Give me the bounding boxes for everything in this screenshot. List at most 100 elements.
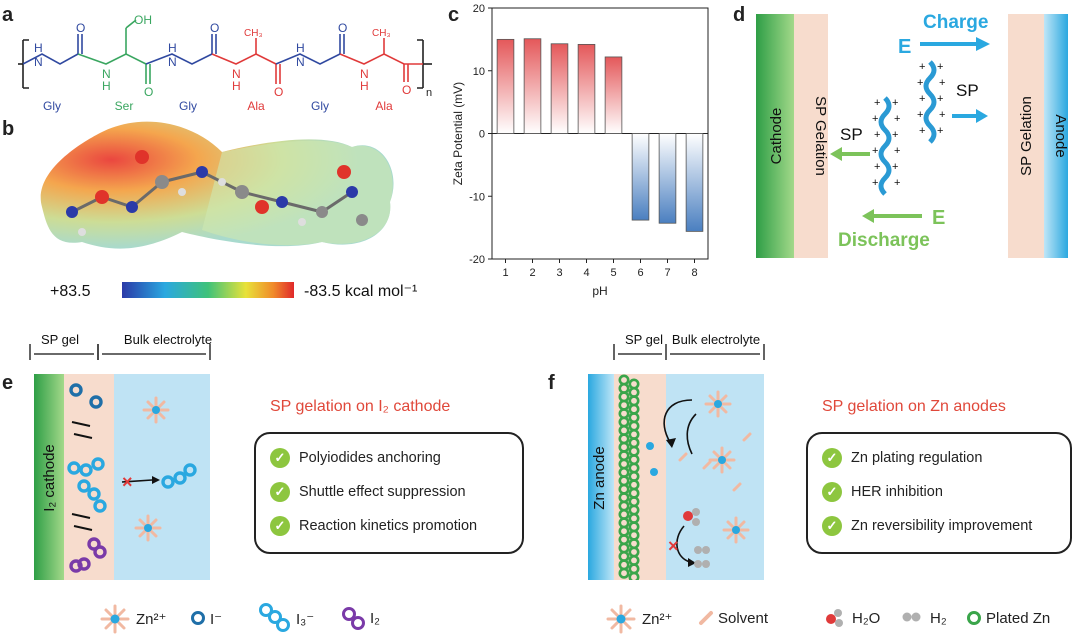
check-icon: ✓ <box>822 482 842 502</box>
i2-cathode-schematic: SP gel Bulk electrolyte I₂ cathode × <box>29 332 212 580</box>
zeta-bar <box>523 38 542 134</box>
gelation-layer-left <box>794 14 828 258</box>
svg-text:+: + <box>892 129 898 141</box>
svg-text:+: + <box>872 113 878 125</box>
legend-iodine-label: I₂ <box>370 610 380 627</box>
gelation-label-left: SP Gelation <box>812 96 829 176</box>
e-field-label-bottom: E <box>932 207 945 229</box>
i2-cathode-electrode <box>34 374 64 580</box>
svg-text:N: N <box>102 67 111 81</box>
benefit-item: ✓ Polyiodides anchoring <box>270 448 441 468</box>
zn-ion-icon <box>134 514 162 542</box>
esp-surface-map: +83.5 -83.5 kcal mol⁻¹ <box>40 121 417 300</box>
panel-label-a: a <box>2 4 14 26</box>
benefit-item: ✓ Zn plating regulation <box>822 448 982 468</box>
panel-f-benefits-box: ✓ Zn plating regulation ✓ HER inhibition ✓… <box>806 432 1072 554</box>
svg-text:N: N <box>34 55 43 69</box>
svg-text:CH₃: CH₃ <box>244 28 263 39</box>
svg-text:+: + <box>874 129 880 141</box>
svg-text:N: N <box>296 55 305 69</box>
svg-text:CH₃: CH₃ <box>372 28 391 39</box>
svg-text:N: N <box>168 55 177 69</box>
zn-ion-icon <box>708 446 736 474</box>
legend-solvent-label: Solvent <box>718 610 769 627</box>
svg-text:O: O <box>76 21 85 35</box>
zn-ion-icon <box>142 396 170 424</box>
panel-label-b: b <box>2 118 15 140</box>
zeta-bar <box>631 133 650 221</box>
benefit-text: Polyiodides anchoring <box>299 450 441 466</box>
svg-text:+: + <box>894 177 900 189</box>
anode-electrode <box>1044 14 1068 258</box>
sp-gel-label: SP gel <box>625 332 663 347</box>
benefit-item: ✓ Zn reversibility improvement <box>822 516 1032 536</box>
legend-hydrogen-label: H₂ <box>930 610 947 627</box>
check-icon: ✓ <box>270 448 290 468</box>
triiodide-icon <box>259 603 290 632</box>
cathode-electrode <box>756 14 794 258</box>
zeta-bar <box>658 133 677 224</box>
panel-label-e: e <box>2 372 14 394</box>
arrow-right-icon <box>976 37 990 51</box>
svg-text:+: + <box>872 145 878 157</box>
plated-zn-icon <box>967 611 981 625</box>
gelation-label-right: SP Gelation <box>1018 96 1035 176</box>
y-tick-label: 10 <box>473 66 485 78</box>
scale-min-label: -83.5 kcal mol⁻¹ <box>304 283 417 300</box>
oh-label: OH <box>134 13 152 27</box>
scale-max-label: +83.5 <box>50 283 91 300</box>
x-tick-label: 1 <box>502 267 508 279</box>
arrow-right-icon <box>976 109 988 123</box>
blocked-x-icon: × <box>122 472 133 492</box>
x-tick-label: 7 <box>664 267 670 279</box>
y-tick-label: -10 <box>469 191 485 203</box>
benefit-text: Zn reversibility improvement <box>851 518 1033 534</box>
svg-text:O: O <box>144 85 153 99</box>
panel-label-c: c <box>448 4 460 26</box>
sp-chain-left <box>878 96 892 196</box>
svg-text:+: + <box>917 77 923 89</box>
legend-triiodide-label: I₃⁻ <box>296 611 315 628</box>
x-tick-label: 5 <box>610 267 616 279</box>
zn-ion-icon <box>606 604 636 634</box>
svg-text:H: H <box>168 41 177 55</box>
panel-e-benefits-box: ✓ Polyiodides anchoring ✓ Shuttle effect s… <box>254 432 524 554</box>
svg-text:+: + <box>937 125 943 137</box>
sp-chain-right <box>923 60 937 144</box>
svg-text:O: O <box>402 83 411 97</box>
y-tick-label: 20 <box>473 3 485 15</box>
svg-text:+: + <box>939 109 945 121</box>
x-tick-label: 4 <box>583 267 589 279</box>
svg-text:+: + <box>919 125 925 137</box>
e-field-label-top: E <box>898 36 911 58</box>
svg-text:N: N <box>360 67 369 81</box>
check-icon: ✓ <box>270 482 290 502</box>
svg-text:+: + <box>894 145 900 157</box>
svg-text:H: H <box>102 79 111 93</box>
check-icon: ✓ <box>270 516 290 536</box>
zeta-bar <box>496 38 515 134</box>
x-axis-label: pH <box>592 284 607 298</box>
hydrogen-icon <box>902 612 921 622</box>
zeta-bar <box>685 133 704 232</box>
svg-text:+: + <box>917 109 923 121</box>
repeat-n: n <box>426 87 432 99</box>
legend-water-label: H₂O <box>852 610 881 627</box>
residue-label: Gly <box>179 99 197 113</box>
panel-e-title: SP gelation on I₂ cathode <box>270 398 451 415</box>
svg-text:+: + <box>874 97 880 109</box>
svg-text:+: + <box>874 161 880 173</box>
check-icon: ✓ <box>822 516 842 536</box>
sp-gel-label: SP gel <box>41 332 79 347</box>
panel-f-title: SP gelation on Zn anodes <box>822 398 1006 415</box>
electrode-label: I₂ cathode <box>41 444 58 512</box>
residue-label: Gly <box>311 99 329 113</box>
blocked-x-icon: × <box>668 536 679 556</box>
plated-zn-particle <box>618 567 630 579</box>
svg-text:+: + <box>919 61 925 73</box>
benefit-text: Reaction kinetics promotion <box>299 518 478 534</box>
arrow-left-icon <box>862 209 874 223</box>
y-axis-label: Zeta Potential (mV) <box>451 82 465 185</box>
color-scale-bar <box>122 282 294 298</box>
legend-zn-label: Zn²⁺ <box>642 611 673 628</box>
